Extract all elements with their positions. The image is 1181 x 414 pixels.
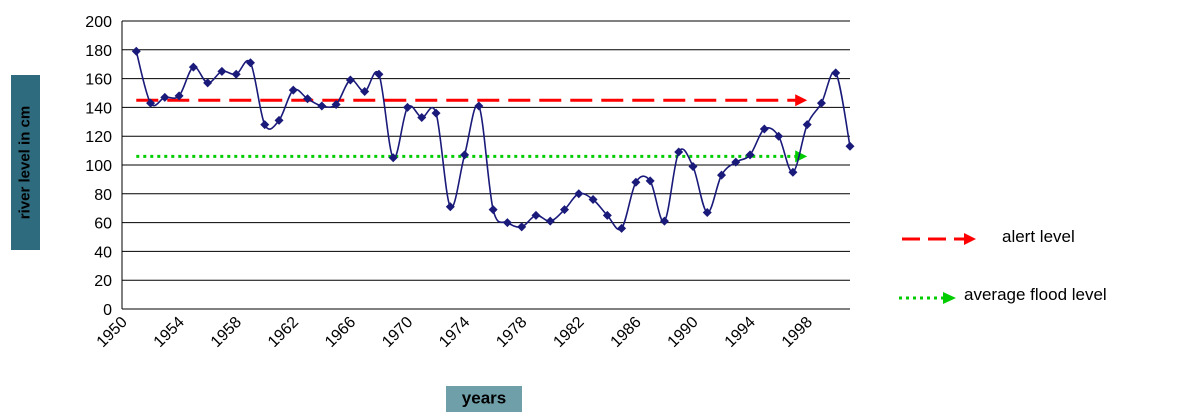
data-point-1985 [617, 224, 626, 233]
x-tick-labels: 1950 1954 1958 1962 1966 1970 1974 1978 1982 1986… [94, 314, 816, 351]
x-tick-label-1962: 1962 [265, 314, 302, 351]
x-tick-label-1978: 1978 [493, 314, 530, 351]
x-tick-label-1958: 1958 [208, 314, 245, 351]
y-tick-label-140: 140 [85, 100, 112, 117]
y-tick-label-60: 60 [94, 216, 112, 233]
legend-average-arrow [943, 292, 956, 304]
y-tick-label-200: 200 [85, 14, 112, 31]
legend-alert-label: alert level [1002, 227, 1075, 246]
x-tick-label-1966: 1966 [322, 314, 359, 351]
y-tick-labels: 0 20 40 60 80 100 120 140 160 180 200 [85, 14, 112, 319]
x-tick-label-1974: 1974 [436, 314, 473, 351]
series-group [132, 47, 855, 233]
legend-average-label: average flood level [964, 285, 1107, 304]
y-tick-label-180: 180 [85, 43, 112, 60]
data-point-1979 [531, 211, 540, 220]
data-point-2000 [831, 68, 840, 77]
x-tick-label-1998: 1998 [779, 314, 816, 351]
y-tick-label-100: 100 [85, 158, 112, 175]
legend: alert level average flood level [899, 227, 1107, 304]
data-point-1972 [432, 109, 441, 118]
data-point-1959 [246, 58, 255, 67]
y-tick-label-40: 40 [94, 244, 112, 261]
data-point-1980 [546, 217, 555, 226]
data-point-1999 [817, 99, 826, 108]
y-axis-label: river level in cm [11, 75, 40, 250]
x-tick-label-1990: 1990 [665, 314, 702, 351]
x-tick-label-1954: 1954 [151, 314, 188, 351]
data-point-1974 [460, 150, 469, 159]
y-tick-label-20: 20 [94, 273, 112, 290]
data-point-1977 [503, 218, 512, 227]
legend-item-average-flood-level: average flood level [899, 285, 1107, 304]
x-tick-label-1950: 1950 [94, 314, 131, 351]
data-point-1978 [517, 222, 526, 231]
x-axis-label-text: years [462, 388, 506, 407]
x-tick-label-1970: 1970 [379, 314, 416, 351]
data-point-1990 [688, 162, 697, 171]
series-line [136, 51, 850, 229]
reference-arrow-alert-level [795, 94, 807, 106]
data-point-1975 [474, 101, 483, 110]
x-tick-label-1986: 1986 [608, 314, 645, 351]
legend-item-alert-level: alert level [902, 227, 1075, 246]
data-point-1970 [403, 103, 412, 112]
y-tick-label-160: 160 [85, 72, 112, 89]
x-tick-label-1994: 1994 [722, 314, 759, 351]
data-point-2001 [846, 142, 855, 151]
x-axis-label: years [446, 386, 522, 412]
data-point-1992 [717, 171, 726, 180]
data-point-1998 [803, 120, 812, 129]
reference-lines [136, 94, 807, 162]
data-point-1976 [489, 205, 498, 214]
y-axis-label-text: river level in cm [16, 106, 33, 219]
data-point-1951 [132, 47, 141, 56]
y-tick-label-0: 0 [103, 302, 112, 319]
reference-arrow-average-flood-level [795, 150, 807, 162]
legend-alert-arrow [964, 233, 976, 245]
y-tick-label-80: 80 [94, 187, 112, 204]
grid-lines [122, 21, 850, 309]
data-point-1964 [317, 101, 326, 110]
y-tick-label-120: 120 [85, 129, 112, 146]
x-tick-label-1982: 1982 [550, 314, 587, 351]
